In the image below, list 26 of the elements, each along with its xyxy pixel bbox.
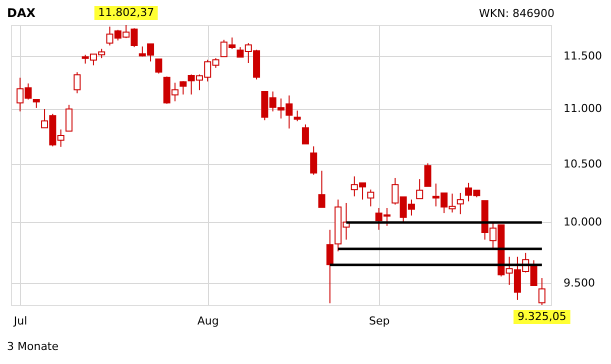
candlestick [294, 110, 301, 122]
candlestick [538, 278, 546, 306]
annotation: 11.802,37 [98, 6, 154, 19]
text: WKN: 846900 [479, 7, 555, 20]
candlestick [180, 80, 187, 95]
candlestick [74, 72, 81, 94]
candlestick [302, 124, 309, 144]
candlestick [155, 58, 162, 74]
y-tick-label: 9.500 [564, 276, 595, 290]
chart-title: DAX [7, 6, 36, 20]
candlestick [367, 189, 374, 207]
candlestick [66, 104, 72, 132]
x-tick-label: Sep [368, 314, 390, 328]
candlestick [310, 146, 318, 176]
y-tick-label: 10.000 [564, 215, 602, 228]
y-tick-label: 10.500 [564, 157, 602, 170]
y-tick-label: 11.500 [564, 49, 602, 62]
y-tick-label: 11.000 [564, 102, 602, 116]
candlestick [318, 170, 326, 208]
x-tick-label: Aug [197, 314, 219, 328]
text: 3 Monate [7, 340, 59, 353]
candlestick [456, 192, 464, 215]
x-tick-label: Jul [12, 314, 28, 328]
candlestick [416, 178, 424, 200]
annotation: 9.325,05 [517, 310, 566, 323]
candlestick [424, 162, 432, 187]
